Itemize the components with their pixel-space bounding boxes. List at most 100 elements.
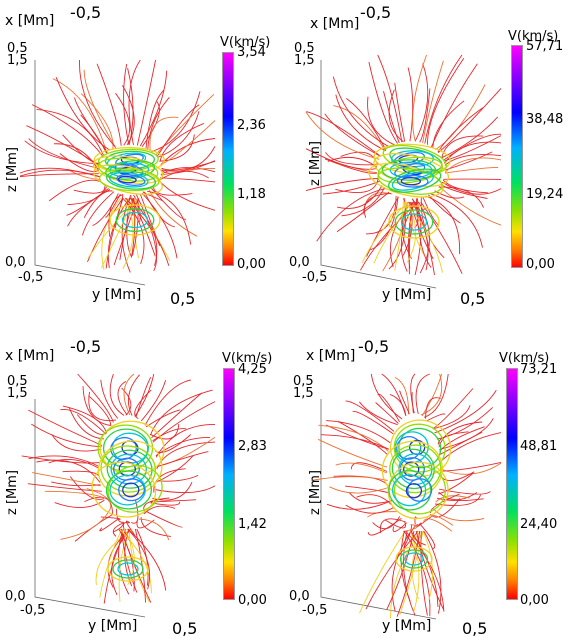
x-axis-value: -0,5 [358, 339, 389, 355]
panel-top-left: x [Mm] -0,5 0,5 1,5 z [Mm] 0,0 -0,5 y [M… [0, 0, 285, 318]
colorbar [222, 52, 234, 266]
field-line [433, 101, 464, 148]
y-axis-label: y [Mm] [382, 619, 431, 633]
panel-bottom-right: x [Mm] -0,5 0,5 1,5 z [Mm] 0,0 -0,5 y [M… [286, 319, 571, 637]
field-line [84, 191, 112, 218]
z-axis-bottom: 0,0 [289, 256, 310, 269]
colorbar-tick: 0,00 [520, 594, 549, 607]
y-axis-min: -0,5 [20, 604, 45, 617]
field-line [404, 531, 416, 616]
field-line [152, 482, 192, 500]
colorbar [511, 45, 523, 268]
field-line [79, 60, 115, 148]
field-line [83, 386, 111, 425]
colorbar-tick: 2,83 [238, 440, 267, 453]
colorbar-tick: 3,54 [237, 46, 266, 59]
y-axis-label: y [Mm] [88, 619, 137, 633]
y-axis-min: -0,5 [302, 271, 327, 284]
z-axis-label: z [Mm] [308, 470, 323, 515]
z-axis-label: z [Mm] [5, 147, 20, 192]
field-line [431, 64, 477, 147]
x-axis-value: -0,5 [70, 339, 101, 355]
field-line [373, 516, 400, 528]
field-line [411, 374, 415, 413]
field-line [157, 452, 209, 467]
y-axis-max: 0,5 [462, 621, 487, 637]
colorbar-tick: 24,40 [520, 518, 557, 531]
y-axis-max: 0,5 [170, 291, 195, 307]
colorbar [506, 368, 518, 600]
field-line [118, 381, 127, 415]
field-line [433, 509, 484, 521]
field-line [137, 60, 155, 146]
field-line [338, 421, 388, 455]
y-axis-min: -0,5 [302, 604, 327, 617]
colorbar-tick: 0,00 [238, 594, 267, 607]
field-line [139, 519, 169, 540]
colorbar-tick: 19,24 [526, 188, 563, 201]
field-line [128, 375, 139, 416]
field-line [438, 473, 473, 494]
y-axis-label: y [Mm] [92, 288, 141, 302]
field-line [427, 58, 463, 145]
field-line [441, 463, 501, 474]
z-axis-top: 1,5 [7, 54, 28, 67]
field-line [77, 415, 106, 435]
field-line [153, 402, 215, 443]
y-axis-max: 0,5 [460, 291, 485, 307]
field-line [155, 486, 215, 493]
z-axis-bottom: 0,0 [5, 590, 26, 603]
x-axis-value: -0,5 [360, 5, 391, 21]
field-line [334, 476, 389, 486]
field-line [112, 529, 131, 595]
field-line [146, 511, 183, 527]
field-line [29, 139, 99, 169]
colorbar-tick: 48,81 [520, 440, 557, 453]
field-line [156, 475, 198, 481]
field-line [408, 68, 413, 142]
field-line [421, 197, 444, 257]
colorbar-tick: 2,36 [237, 119, 266, 132]
z-axis-top: 1,5 [293, 387, 314, 400]
field-line [382, 374, 406, 416]
colorbar-tick: 1,42 [238, 518, 267, 531]
colorbar-tick: 73,21 [520, 363, 557, 376]
field-line [349, 492, 392, 503]
field-line [327, 501, 392, 510]
z-axis-bottom: 0,0 [289, 590, 310, 603]
field-line [438, 88, 501, 152]
core-loop [98, 425, 153, 472]
field-line [20, 174, 99, 177]
field-line [443, 134, 501, 160]
field-line [442, 182, 501, 194]
x-axis-label: x [Mm] [5, 349, 54, 363]
field-line [351, 463, 387, 472]
colorbar-tick: 0,00 [526, 258, 555, 271]
colorbar-tick: 38,48 [526, 113, 563, 126]
field-line [110, 374, 124, 416]
panel-bottom-left: x [Mm] -0,5 0,5 1,5 z [Mm] 0,0 -0,5 y [M… [0, 319, 285, 637]
field-line [160, 178, 215, 182]
field-line [326, 421, 390, 443]
field-line [337, 185, 382, 208]
field-line [438, 108, 483, 152]
field-line [135, 374, 154, 417]
field-line [75, 515, 113, 542]
field-line [149, 190, 197, 236]
field-line [424, 374, 448, 417]
z-axis-top: 1,5 [7, 387, 28, 400]
field-line [78, 374, 114, 423]
core-loop [109, 436, 138, 462]
panel-top-right: x [Mm] -0,5 0,5 1,5 z [Mm] 0,0 -0,5 y [M… [286, 0, 571, 318]
field-line [445, 167, 498, 173]
z-axis-label: z [Mm] [308, 141, 323, 186]
field-line [364, 193, 391, 217]
field-line [101, 380, 118, 419]
field-line [61, 510, 110, 539]
field-line [363, 193, 392, 215]
x-axis-value: -0,5 [70, 5, 101, 21]
field-line [81, 115, 107, 153]
y-axis-label: y [Mm] [382, 288, 431, 302]
x-axis-label: x [Mm] [310, 17, 359, 31]
x-axis-label: x [Mm] [306, 349, 355, 363]
